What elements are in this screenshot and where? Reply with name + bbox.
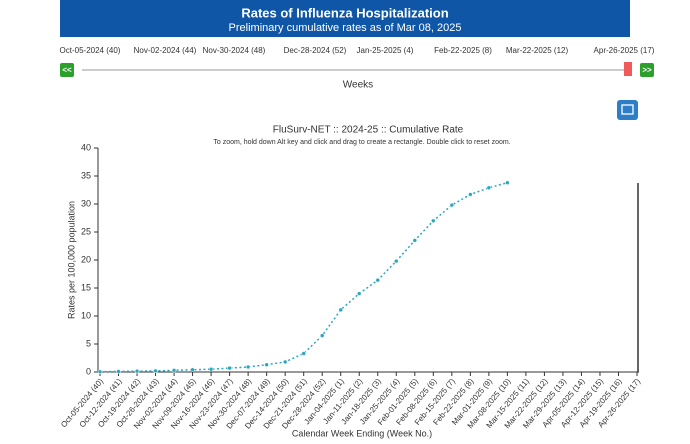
data-point xyxy=(356,291,362,296)
data-point xyxy=(468,192,473,197)
next-button[interactable] xyxy=(640,63,654,77)
image-button[interactable] xyxy=(617,100,638,120)
data-point xyxy=(116,369,121,374)
y-tick-label: 30 xyxy=(81,198,91,208)
chart-title: FluSurv-NET :: 2024-25 :: Cumulative Rat… xyxy=(273,125,464,136)
slider-label: Nov-02-2024 (44) xyxy=(134,46,197,55)
data-line xyxy=(99,181,508,373)
y-tick-label: 35 xyxy=(81,170,91,180)
y-tick-label: 20 xyxy=(81,254,91,264)
chart-subtitle: To zoom, hold down Alt key and click and… xyxy=(213,139,510,146)
data-point xyxy=(486,185,492,191)
prev-button-label[interactable]: << xyxy=(62,66,72,75)
data-point xyxy=(171,368,177,373)
data-point xyxy=(505,180,510,185)
data-point xyxy=(208,366,214,372)
data-point xyxy=(412,238,418,243)
data-point xyxy=(375,277,381,283)
data-point xyxy=(319,333,325,338)
header-bar xyxy=(60,0,630,37)
slider-label: Nov-30-2024 (48) xyxy=(203,46,266,55)
data-point xyxy=(449,202,455,208)
data-point xyxy=(394,258,399,264)
data-point xyxy=(264,362,269,367)
y-tick-label: 25 xyxy=(81,226,91,236)
slider-axis-label: Weeks xyxy=(343,80,373,91)
data-point xyxy=(431,218,436,224)
y-tick-label: 40 xyxy=(81,142,91,152)
data-point xyxy=(245,364,251,370)
slider-label: Dec-28-2024 (52) xyxy=(284,46,347,55)
y-tick-label: 5 xyxy=(86,338,91,348)
slider-label: Mar-22-2025 (12) xyxy=(506,46,569,55)
x-axis-label: Calendar Week Ending (Week No.) xyxy=(292,428,432,438)
data-point xyxy=(153,368,158,374)
y-tick-label: 15 xyxy=(81,282,91,292)
slider-label: Feb-22-2025 (8) xyxy=(434,46,492,55)
data-point xyxy=(338,307,343,313)
slider-label: Apr-26-2025 (17) xyxy=(594,46,655,55)
slider-label: Jan-25-2025 (4) xyxy=(357,46,414,55)
data-point xyxy=(282,359,288,365)
slider-handle[interactable] xyxy=(624,62,632,76)
header-subtitle: Preliminary cumulative rates as of Mar 0… xyxy=(229,22,462,34)
data-point xyxy=(301,351,306,356)
header-title: Rates of Influenza Hospitalization xyxy=(241,5,448,20)
slider-label: Oct-05-2024 (40) xyxy=(60,46,121,55)
image-icon[interactable] xyxy=(621,104,634,115)
data-point xyxy=(134,368,140,374)
data-point xyxy=(227,365,232,371)
y-axis-label: Rates per 100,000 population xyxy=(66,201,76,319)
data-point xyxy=(190,367,195,373)
y-tick-label: 0 xyxy=(86,366,91,376)
y-tick-label: 10 xyxy=(81,310,91,320)
prev-button[interactable] xyxy=(60,63,74,77)
data-point xyxy=(97,369,103,374)
next-button-label[interactable]: >> xyxy=(642,66,652,75)
